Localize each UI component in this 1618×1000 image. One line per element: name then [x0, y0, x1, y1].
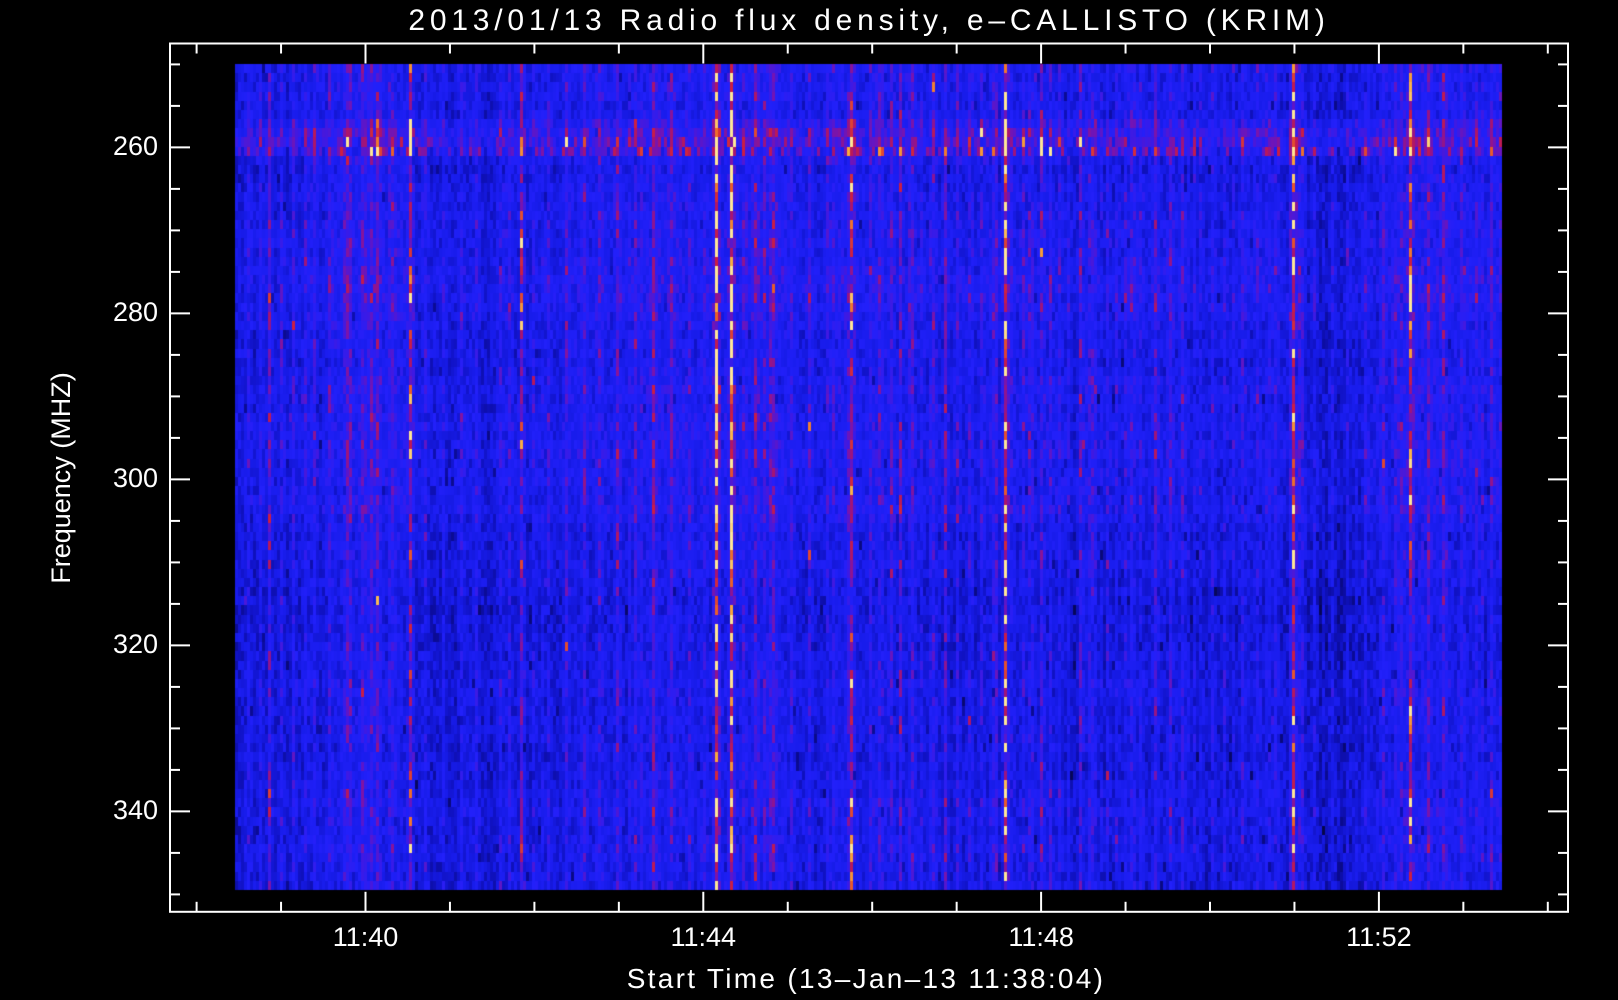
- svg-text:320: 320: [113, 629, 158, 659]
- svg-text:340: 340: [113, 795, 158, 825]
- svg-text:280: 280: [113, 297, 158, 327]
- svg-text:Start Time (13–Jan–13 11:38:04: Start Time (13–Jan–13 11:38:04): [627, 963, 1106, 994]
- svg-text:2013/01/13 Radio flux densit: 2013/01/13 Radio flux density, e–CALLIST…: [408, 4, 1329, 37]
- svg-text:300: 300: [113, 463, 158, 493]
- svg-text:11:40: 11:40: [333, 922, 399, 952]
- svg-text:11:48: 11:48: [1008, 922, 1074, 952]
- svg-text:260: 260: [113, 131, 158, 161]
- svg-text:11:52: 11:52: [1346, 922, 1412, 952]
- svg-text:11:44: 11:44: [671, 922, 737, 952]
- svg-text:Frequency (MHZ): Frequency (MHZ): [46, 372, 76, 584]
